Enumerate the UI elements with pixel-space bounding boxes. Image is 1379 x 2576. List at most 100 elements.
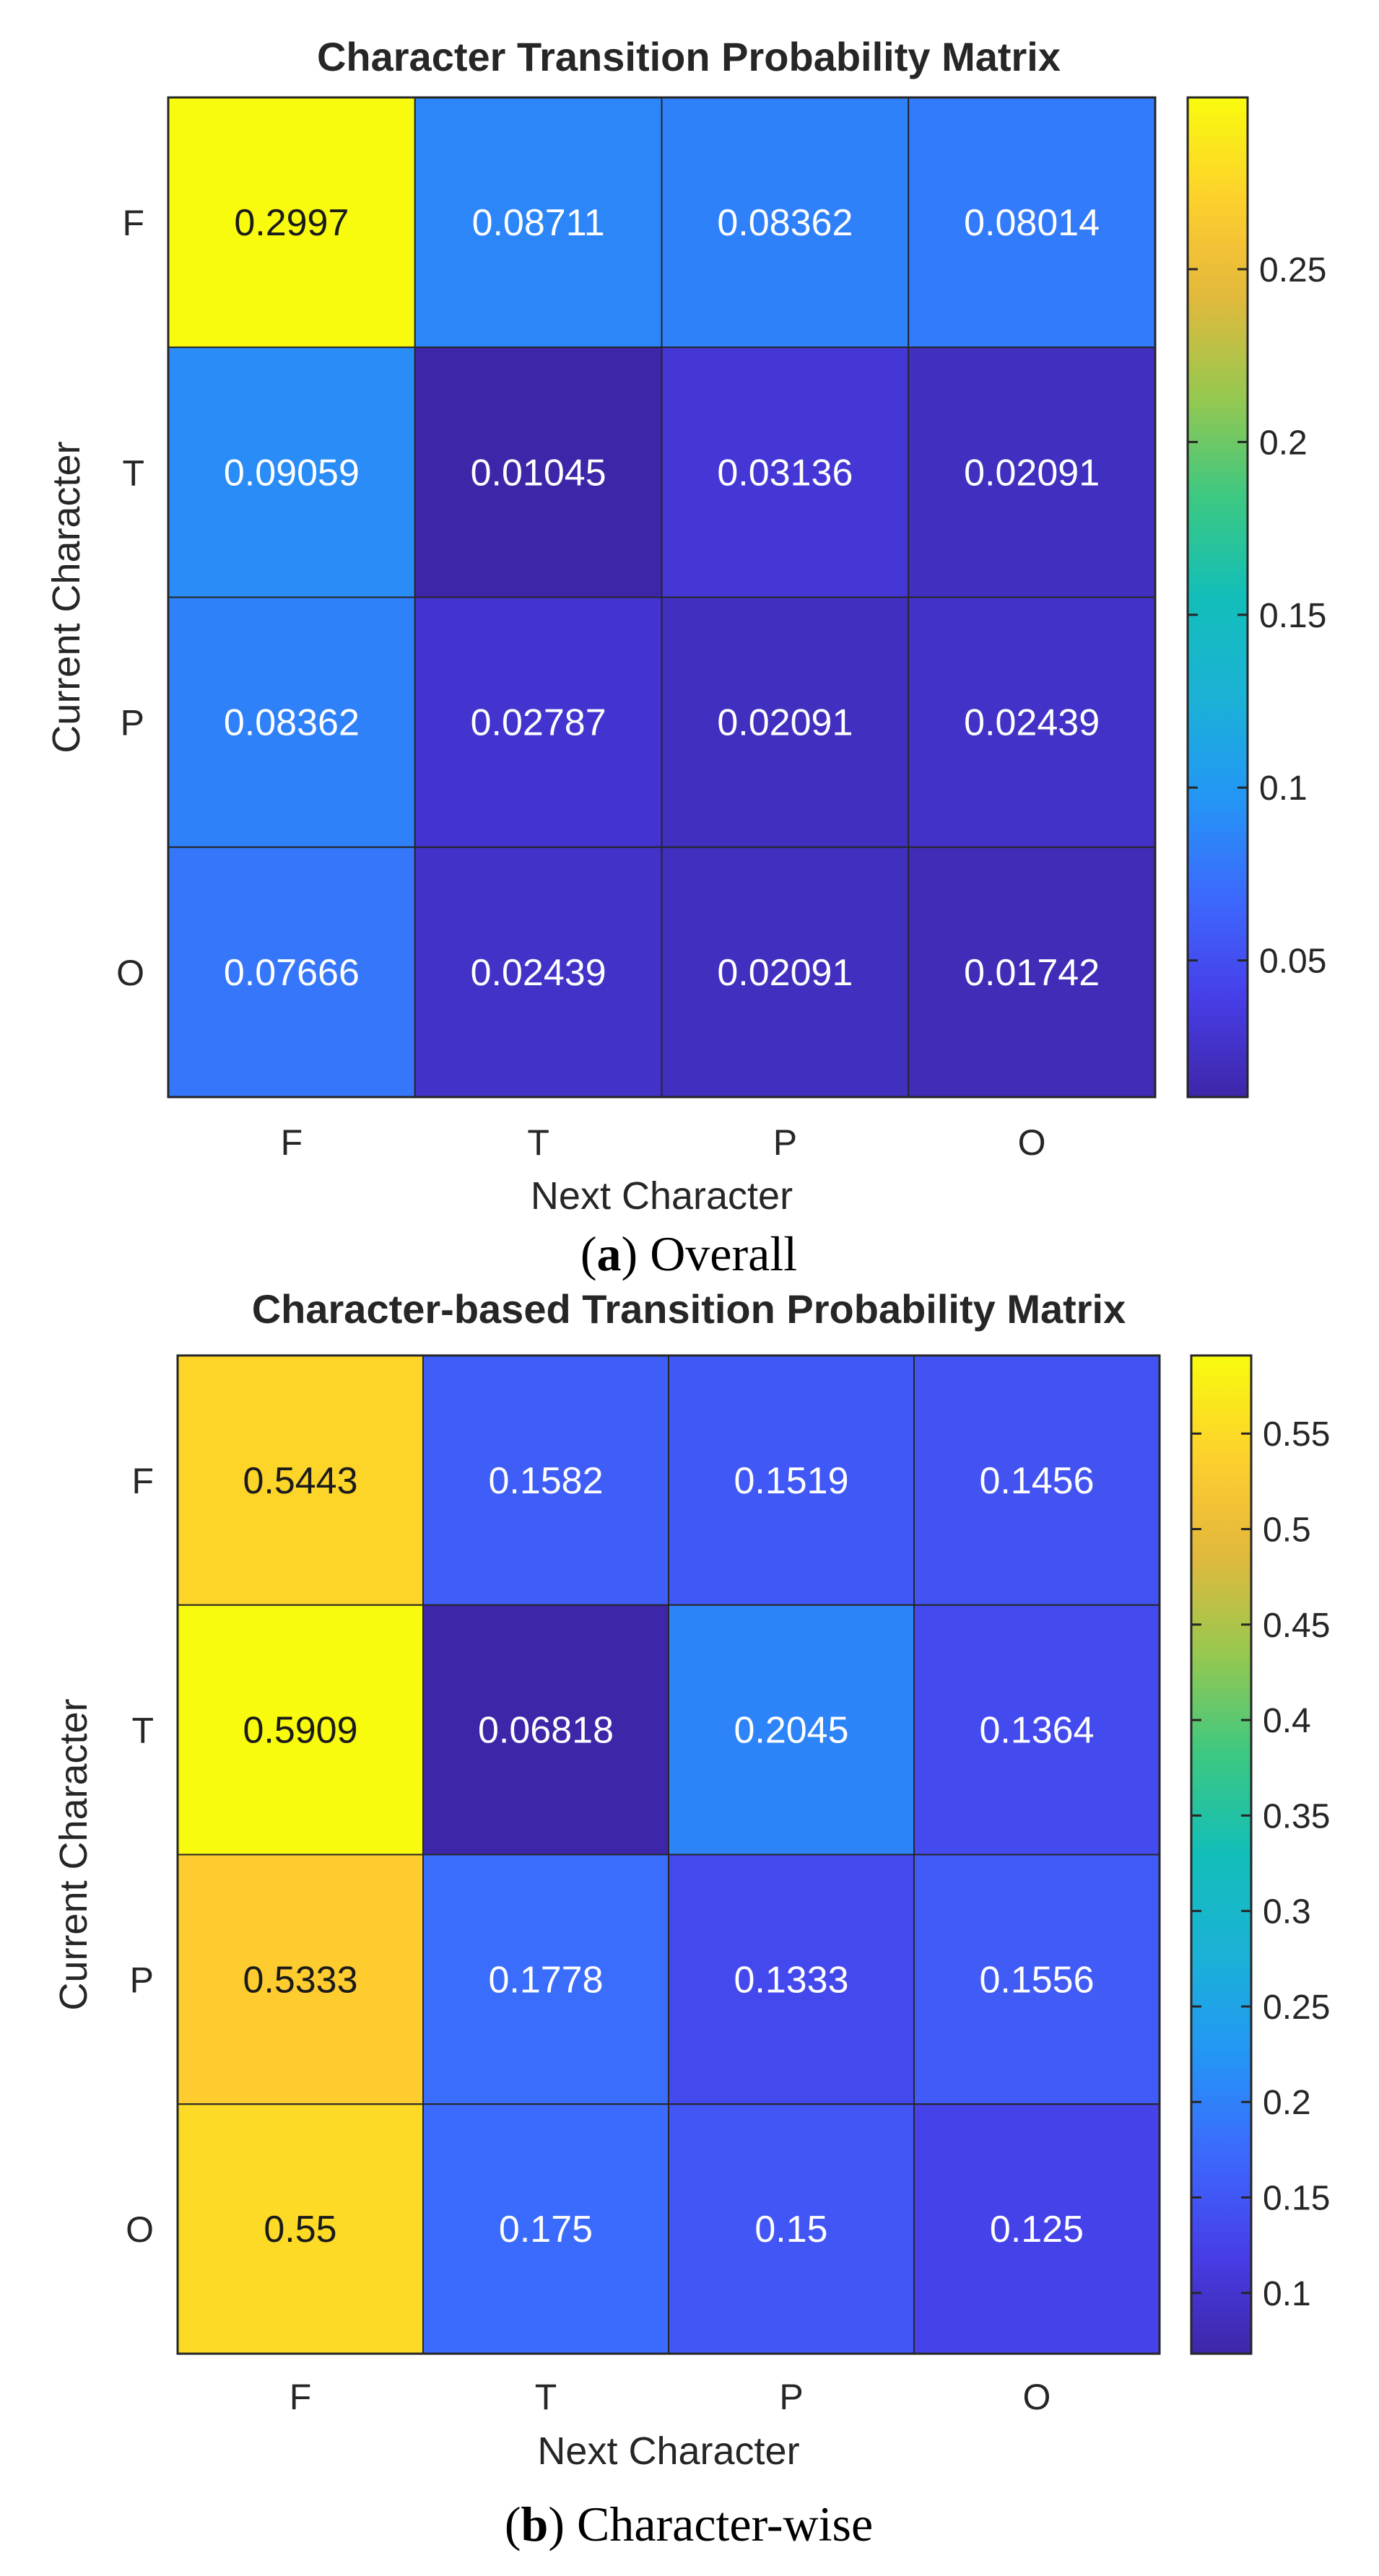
colorbar-tick-label: 0.25: [1263, 1988, 1330, 2027]
cell-value-label: 0.1364: [979, 1710, 1094, 1752]
y-tick-F: F: [122, 203, 144, 243]
cell-O-O: [913, 2103, 1160, 2354]
colorbar-ticks: 0.1 0.15 0.2 0.25 0.3 0.35 0.4 0.45 0.5 0.55: [1191, 1415, 1330, 2313]
plot-frame: [176, 1354, 1161, 2355]
colorbar-tick-label: 0.3: [1263, 1893, 1311, 1931]
x-tick-P: P: [773, 1122, 797, 1163]
cell-O-F: [177, 2103, 424, 2354]
cell-O-T: [414, 846, 663, 1098]
colorbar-tick-label: 0.55: [1263, 1415, 1330, 1454]
cell-P-P: [668, 1854, 915, 2105]
cell-value-label: 0.2045: [734, 1710, 848, 1752]
y-tick-T: T: [122, 453, 144, 493]
cell-value-label: 0.09059: [224, 452, 360, 494]
colorbar-tick-label: 0.25: [1259, 251, 1326, 289]
colorbar-tick-label: 0.05: [1259, 943, 1326, 981]
y-tick-P: P: [130, 1960, 154, 2000]
cell-value-label: 0.5333: [243, 1959, 357, 2001]
cell-O-P: [661, 846, 910, 1098]
cell-value-label: 0.1456: [979, 1460, 1094, 1502]
cell-value-label: 0.01045: [471, 452, 606, 494]
cell-value-label: 0.5909: [243, 1710, 357, 1752]
cell-P-T: [422, 1854, 669, 2105]
cell-T-T: [422, 1604, 669, 1856]
colorbar-gradient: [1186, 96, 1249, 1099]
cell-T-T: [414, 346, 663, 598]
x-tick-P: P: [779, 2377, 803, 2417]
heatmap-cell-labels: 0.5443 0.1582 0.1519 0.1456 0.5909 0.06818 0.2…: [243, 1460, 1094, 2250]
cell-value-label: 0.1519: [734, 1460, 848, 1502]
chart-title: Character Transition Probability Matrix: [317, 34, 1061, 79]
colorbar-tick-label: 0.2: [1263, 2084, 1311, 2122]
cell-P-O: [908, 596, 1156, 848]
colorbar-ticks: 0.05 0.1 0.15 0.2 0.25: [1188, 251, 1326, 981]
cell-F-P: [668, 1355, 915, 1606]
caption-a: (a) Overall: [580, 1226, 797, 1281]
cell-value-label: 0.06818: [478, 1710, 614, 1752]
cell-T-P: [668, 1604, 915, 1856]
x-axis-label: Next Character: [531, 1174, 793, 1218]
y-tick-labels: F T P O: [116, 203, 144, 993]
cell-T-O: [908, 346, 1156, 598]
colorbar-tick-label: 0.5: [1263, 1511, 1311, 1550]
cell-value-label: 0.02091: [717, 702, 853, 744]
cell-value-label: 0.02787: [471, 702, 606, 744]
colorbar-tick-label: 0.1: [1259, 769, 1308, 808]
cell-O-P: [668, 2103, 915, 2354]
x-axis-label: Next Character: [537, 2429, 799, 2473]
y-axis-label: Current Character: [45, 441, 88, 753]
caption-letter: b: [521, 2497, 548, 2551]
heatmap-cells: [168, 97, 1156, 1098]
cell-F-T: [414, 97, 663, 349]
cell-value-label: 0.07666: [224, 952, 360, 994]
cell-value-label: 0.1333: [734, 1959, 848, 2001]
cell-value-label: 0.08362: [717, 202, 853, 244]
chart-title: Character-based Transition Probability M…: [252, 1286, 1126, 1332]
cell-value-label: 0.175: [499, 2209, 593, 2250]
cell-value-label: 0.02439: [964, 702, 1100, 744]
cell-P-O: [913, 1854, 1160, 2105]
cell-F-O: [913, 1355, 1160, 1606]
cell-value-label: 0.08711: [472, 202, 605, 244]
cell-F-O: [908, 97, 1156, 349]
cell-value-label: 0.01742: [964, 952, 1100, 994]
x-tick-O: O: [1023, 2377, 1051, 2417]
cell-value-label: 0.02091: [717, 952, 853, 994]
x-tick-F: F: [290, 2377, 312, 2417]
colorbar-tick-label: 0.1: [1263, 2275, 1311, 2313]
caption-letter: a: [597, 1226, 622, 1281]
colorbar-tick-label: 0.4: [1263, 1702, 1311, 1740]
cell-value-label: 0.1778: [488, 1959, 603, 2001]
heatmap-chart-b: Character-based Transition Probability M…: [52, 1286, 1330, 2551]
y-tick-labels: F T P O: [126, 1461, 154, 2250]
cell-value-label: 0.03136: [717, 452, 853, 494]
x-tick-O: O: [1018, 1122, 1046, 1163]
cell-T-F: [177, 1604, 424, 1856]
colorbar-gradient: [1190, 1354, 1253, 2355]
heatmap-chart-a: Character Transition Probability Matrix …: [45, 34, 1326, 1281]
caption-text: Character-wise: [577, 2497, 873, 2551]
cell-T-F: [168, 346, 416, 598]
plot-frame: [167, 96, 1157, 1099]
y-tick-O: O: [116, 953, 144, 993]
y-tick-O: O: [126, 2209, 154, 2250]
cell-value-label: 0.1556: [979, 1959, 1094, 2001]
cell-F-F: [168, 97, 416, 349]
colorbar: [1186, 96, 1249, 1099]
x-tick-F: F: [281, 1122, 303, 1163]
cell-P-T: [414, 596, 663, 848]
heatmap-cell-labels: 0.2997 0.08711 0.08362 0.08014 0.09059 0.0104…: [224, 202, 1100, 994]
cell-value-label: 0.125: [990, 2209, 1084, 2250]
caption-b: (b) Character-wise: [505, 2497, 873, 2551]
colorbar-tick-label: 0.2: [1259, 424, 1308, 462]
colorbar-tick-label: 0.15: [1263, 2180, 1330, 2218]
y-tick-F: F: [131, 1461, 154, 1501]
cell-value-label: 0.02091: [964, 452, 1100, 494]
cell-value-label: 0.55: [264, 2209, 336, 2250]
cell-P-F: [177, 1854, 424, 2105]
cell-value-label: 0.15: [754, 2209, 827, 2250]
x-tick-T: T: [527, 1122, 549, 1163]
cell-value-label: 0.1582: [488, 1460, 603, 1502]
